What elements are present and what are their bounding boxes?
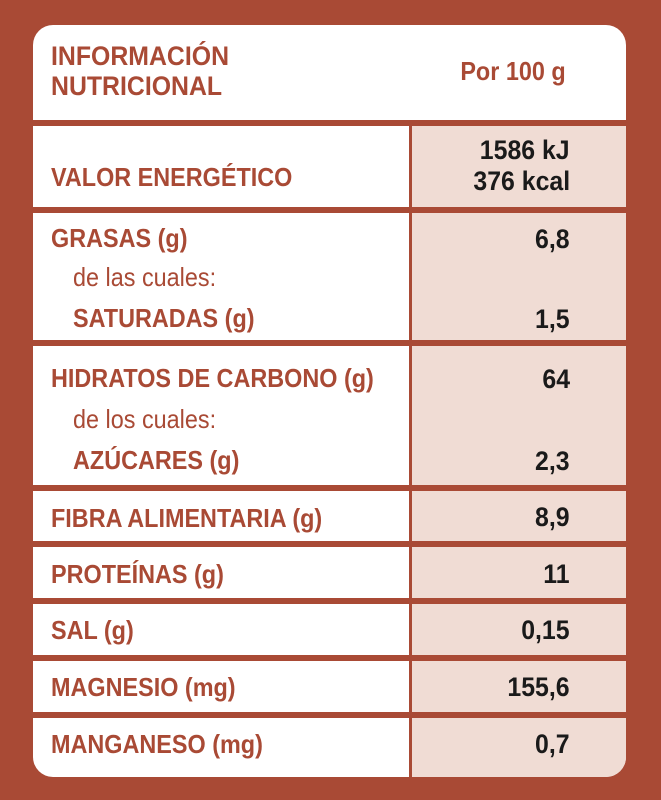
row-fiber: FIBRA ALIMENTARIA (g) 8,9 bbox=[33, 491, 626, 541]
carbohydrates-sub-intro: de los cuales: bbox=[73, 404, 217, 434]
divider bbox=[33, 120, 626, 126]
protein-label: PROTEÍNAS (g) bbox=[51, 559, 224, 589]
energy-label: VALOR ENERGÉTICO bbox=[51, 162, 293, 192]
divider bbox=[33, 598, 626, 604]
column-divider bbox=[409, 346, 412, 485]
per-100g-heading: Por 100 g bbox=[460, 56, 566, 86]
column-divider bbox=[409, 661, 412, 712]
saturated-fat-label: SATURADAS (g) bbox=[73, 303, 255, 333]
fat-sub-intro: de las cuales: bbox=[73, 262, 217, 292]
column-divider bbox=[409, 718, 412, 777]
table-header: INFORMACIÓN NUTRICIONAL Por 100 g bbox=[33, 25, 626, 120]
saturated-fat-value: 1,5 bbox=[535, 304, 570, 334]
carbohydrates-value: 64 bbox=[542, 364, 570, 394]
row-salt: SAL (g) 0,15 bbox=[33, 604, 626, 655]
sugars-label: AZÚCARES (g) bbox=[73, 445, 240, 475]
divider bbox=[33, 207, 626, 213]
row-magnesium: MAGNESIO (mg) 155,6 bbox=[33, 661, 626, 712]
divider bbox=[33, 541, 626, 547]
magnesium-value: 155,6 bbox=[507, 672, 570, 702]
energy-kcal-value: 376 kcal bbox=[473, 166, 570, 196]
nutrition-table: INFORMACIÓN NUTRICIONAL Por 100 g VALOR … bbox=[33, 25, 626, 777]
fiber-label: FIBRA ALIMENTARIA (g) bbox=[51, 503, 323, 533]
column-divider bbox=[409, 547, 412, 598]
energy-kj-value: 1586 kJ bbox=[480, 135, 570, 165]
protein-value: 11 bbox=[543, 559, 570, 589]
column-divider bbox=[409, 126, 412, 207]
row-manganese: MANGANESO (mg) 0,7 bbox=[33, 718, 626, 777]
carbohydrates-label: HIDRATOS DE CARBONO (g) bbox=[51, 363, 374, 393]
row-fat: GRASAS (g) de las cuales: SATURADAS (g) … bbox=[33, 213, 626, 340]
magnesium-label: MAGNESIO (mg) bbox=[51, 672, 236, 702]
sugars-value: 2,3 bbox=[535, 446, 570, 476]
row-protein: PROTEÍNAS (g) 11 bbox=[33, 547, 626, 598]
title-line-1: INFORMACIÓN bbox=[51, 41, 230, 71]
row-energy: VALOR ENERGÉTICO 1586 kJ 376 kcal bbox=[33, 126, 626, 207]
column-divider bbox=[409, 213, 412, 340]
column-divider bbox=[409, 491, 412, 541]
manganese-value: 0,7 bbox=[535, 729, 570, 759]
column-divider bbox=[409, 604, 412, 655]
divider bbox=[33, 485, 626, 491]
fat-label: GRASAS (g) bbox=[51, 223, 188, 253]
row-carbohydrates: HIDRATOS DE CARBONO (g) de los cuales: A… bbox=[33, 346, 626, 485]
salt-label: SAL (g) bbox=[51, 615, 134, 645]
divider bbox=[33, 655, 626, 661]
fat-value: 6,8 bbox=[535, 224, 570, 254]
fiber-value: 8,9 bbox=[535, 502, 570, 532]
title-line-2: NUTRICIONAL bbox=[51, 71, 223, 101]
divider bbox=[33, 712, 626, 718]
table-title: INFORMACIÓN NUTRICIONAL bbox=[51, 41, 355, 101]
divider bbox=[33, 340, 626, 346]
manganese-label: MANGANESO (mg) bbox=[51, 729, 263, 759]
salt-value: 0,15 bbox=[521, 615, 570, 645]
